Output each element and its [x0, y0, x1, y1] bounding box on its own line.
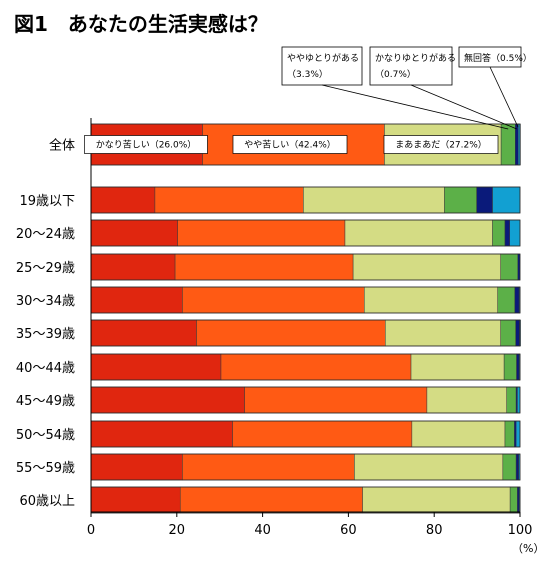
bar-segment-0 [90, 420, 233, 448]
bar-segment-4 [514, 420, 517, 448]
callout-kanari-yutori-leader [410, 84, 517, 130]
bar-segment-4 [514, 286, 520, 314]
callout-mukaitou-leader [489, 66, 519, 128]
bar-segment-3 [500, 319, 516, 347]
bar-segment-3 [503, 353, 517, 381]
bar-segment-5 [509, 219, 521, 247]
bar-segment-4 [517, 486, 520, 514]
category-label: 55〜59歳 [16, 461, 75, 476]
category-label: 19歳以下 [19, 194, 75, 209]
category-label: 60歳以上 [19, 494, 75, 509]
bar-segment-4 [476, 186, 493, 214]
bar-segment-2 [385, 319, 501, 347]
bar-segment-1 [177, 219, 346, 247]
bar-segment-1 [220, 353, 412, 381]
callout-yaya-yutori-text: （3.3%） [287, 69, 328, 80]
bar-segment-1 [182, 286, 365, 314]
category-label: 20〜24歳 [16, 227, 75, 242]
bar-segment-0 [90, 486, 181, 514]
callout-kanari-yutori-text: かなりゆとりがある [375, 52, 456, 64]
bar-segment-4 [515, 123, 519, 166]
bar-segment-3 [444, 186, 477, 214]
category-label: 25〜29歳 [16, 261, 75, 276]
bar-segment-2 [354, 453, 504, 481]
bar-segment-3 [506, 386, 517, 414]
bar-segment-0 [90, 286, 183, 314]
bar-segment-4 [515, 319, 520, 347]
data-label-yaya-kurushii: やや苦しい（42.4%） [244, 139, 336, 151]
category-label: 35〜39歳 [16, 327, 75, 342]
bar-segment-1 [182, 453, 355, 481]
category-label: 50〜54歳 [16, 428, 75, 443]
bar-segment-1 [196, 319, 386, 347]
bar-segment-1 [154, 186, 304, 214]
bar-segment-3 [502, 453, 517, 481]
bar-segment-5 [492, 186, 521, 214]
bar-segment-2 [344, 219, 493, 247]
callouts: かなり苦しい（26.0%） やや苦しい（42.4%） まあまあだ（27.2%） ややゆ… [84, 46, 532, 154]
bar-segment-3 [492, 219, 506, 247]
bars-layer [90, 123, 521, 514]
category-labels: 全体 19歳以下 20〜24歳 25〜29歳 30〜34歳 35〜39歳 40〜44歳 45〜… [16, 138, 75, 510]
data-label-kanari-kurushii: かなり苦しい（26.0%） [96, 139, 197, 151]
bar-segment-4 [515, 453, 519, 481]
data-label-yaya-kurushii-box [232, 135, 348, 154]
x-tick-label: 20 [169, 523, 186, 538]
callout-mukaitou-text: 無回答（0.5%） [464, 52, 532, 64]
category-label: 40〜44歳 [16, 361, 75, 376]
bar-segment-1 [232, 420, 413, 448]
x-tick-label: 40 [254, 523, 271, 538]
bar-segment-4 [516, 353, 520, 381]
x-tick-label: 0 [87, 523, 95, 538]
category-label: 全体 [49, 138, 75, 154]
bar-segment-0 [90, 353, 222, 381]
x-tick-label: 100 [508, 523, 533, 538]
callout-kanari-yutori-text: （0.7%） [375, 69, 416, 80]
bar-segment-0 [90, 319, 197, 347]
bar-segment-1 [244, 386, 428, 414]
bar-segment-0 [90, 219, 178, 247]
bar-segment-2 [364, 286, 498, 314]
data-label-kanari-kurushii-box [84, 135, 208, 154]
bar-segment-3 [497, 286, 516, 314]
bar-segment-2 [362, 486, 511, 514]
bar-segment-3 [504, 420, 515, 448]
data-label-maamaa-box [383, 135, 499, 154]
bar-segment-4 [504, 219, 510, 247]
bar-segment-1 [174, 253, 354, 281]
bar-segment-5 [515, 420, 521, 448]
bar-segment-2 [303, 186, 445, 214]
bar-segment-1 [179, 486, 363, 514]
category-label: 45〜49歳 [16, 394, 75, 409]
bar-segment-2 [426, 386, 507, 414]
bar-segment-3 [509, 486, 518, 514]
data-label-maamaa: まあまあだ（27.2%） [395, 140, 487, 151]
x-tick-label: 80 [426, 523, 443, 538]
x-tick-label: 60 [340, 523, 357, 538]
bar-segment-2 [352, 253, 501, 281]
bar-segment-0 [90, 453, 183, 481]
bar-segment-3 [500, 123, 516, 166]
bar-segment-0 [90, 386, 245, 414]
bar-segment-2 [410, 353, 505, 381]
unit-label: （%） [512, 542, 544, 555]
bar-segment-0 [90, 253, 176, 281]
callout-yaya-yutori-leader [321, 84, 509, 130]
bar-segment-3 [500, 253, 519, 281]
category-label: 30〜34歳 [16, 294, 75, 309]
callout-yaya-yutori-text: ややゆとりがある [287, 52, 359, 64]
bar-segment-0 [90, 186, 156, 214]
chart-title: 図1 あなたの生活実感は？ [14, 12, 268, 36]
bar-segment-2 [411, 420, 506, 448]
x-axis: 0 20 40 60 80 100 [87, 118, 533, 538]
